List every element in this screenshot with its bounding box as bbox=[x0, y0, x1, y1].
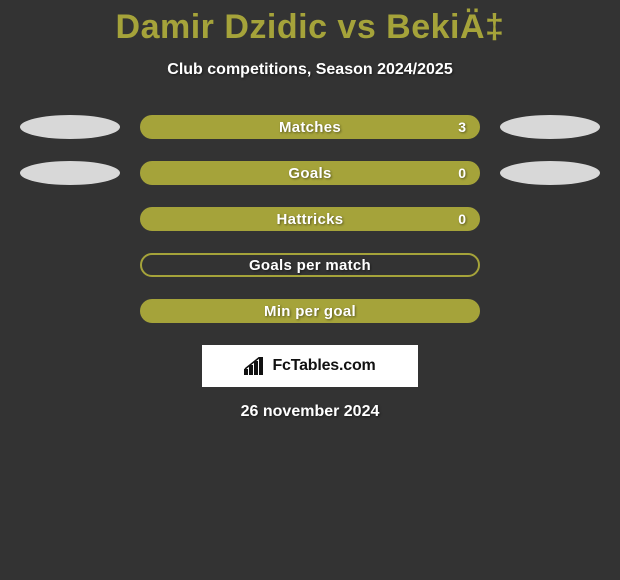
stat-value: 0 bbox=[458, 165, 466, 181]
page-subtitle: Club competitions, Season 2024/2025 bbox=[0, 61, 620, 79]
stat-label: Goals bbox=[288, 165, 331, 182]
stat-bar: Goals 0 bbox=[140, 161, 480, 185]
right-ellipse bbox=[500, 161, 600, 185]
right-ellipse bbox=[500, 115, 600, 139]
stat-row: Min per goal bbox=[0, 299, 620, 323]
stat-row: Goals per match bbox=[0, 253, 620, 277]
stat-row: Matches 3 bbox=[0, 115, 620, 139]
stat-bar: Hattricks 0 bbox=[140, 207, 480, 231]
stat-row: Hattricks 0 bbox=[0, 207, 620, 231]
stat-label: Hattricks bbox=[277, 211, 344, 228]
fctables-icon bbox=[244, 357, 266, 375]
stat-bar: Min per goal bbox=[140, 299, 480, 323]
logo-text: FcTables.com bbox=[272, 357, 375, 375]
page-title: Damir Dzidic vs BekiÄ‡ bbox=[0, 0, 620, 47]
stat-value: 0 bbox=[458, 211, 466, 227]
date-label: 26 november 2024 bbox=[0, 403, 620, 421]
stat-rows: Matches 3 Goals 0 Hattricks 0 Goals per match M… bbox=[0, 115, 620, 323]
stat-label: Matches bbox=[279, 119, 341, 136]
left-ellipse bbox=[20, 115, 120, 139]
stat-label: Min per goal bbox=[264, 303, 356, 320]
stat-bar: Matches 3 bbox=[140, 115, 480, 139]
left-ellipse bbox=[20, 161, 120, 185]
stat-row: Goals 0 bbox=[0, 161, 620, 185]
logo-box: FcTables.com bbox=[202, 345, 418, 387]
stat-value: 3 bbox=[458, 119, 466, 135]
stat-bar: Goals per match bbox=[140, 253, 480, 277]
stat-label: Goals per match bbox=[249, 257, 371, 274]
